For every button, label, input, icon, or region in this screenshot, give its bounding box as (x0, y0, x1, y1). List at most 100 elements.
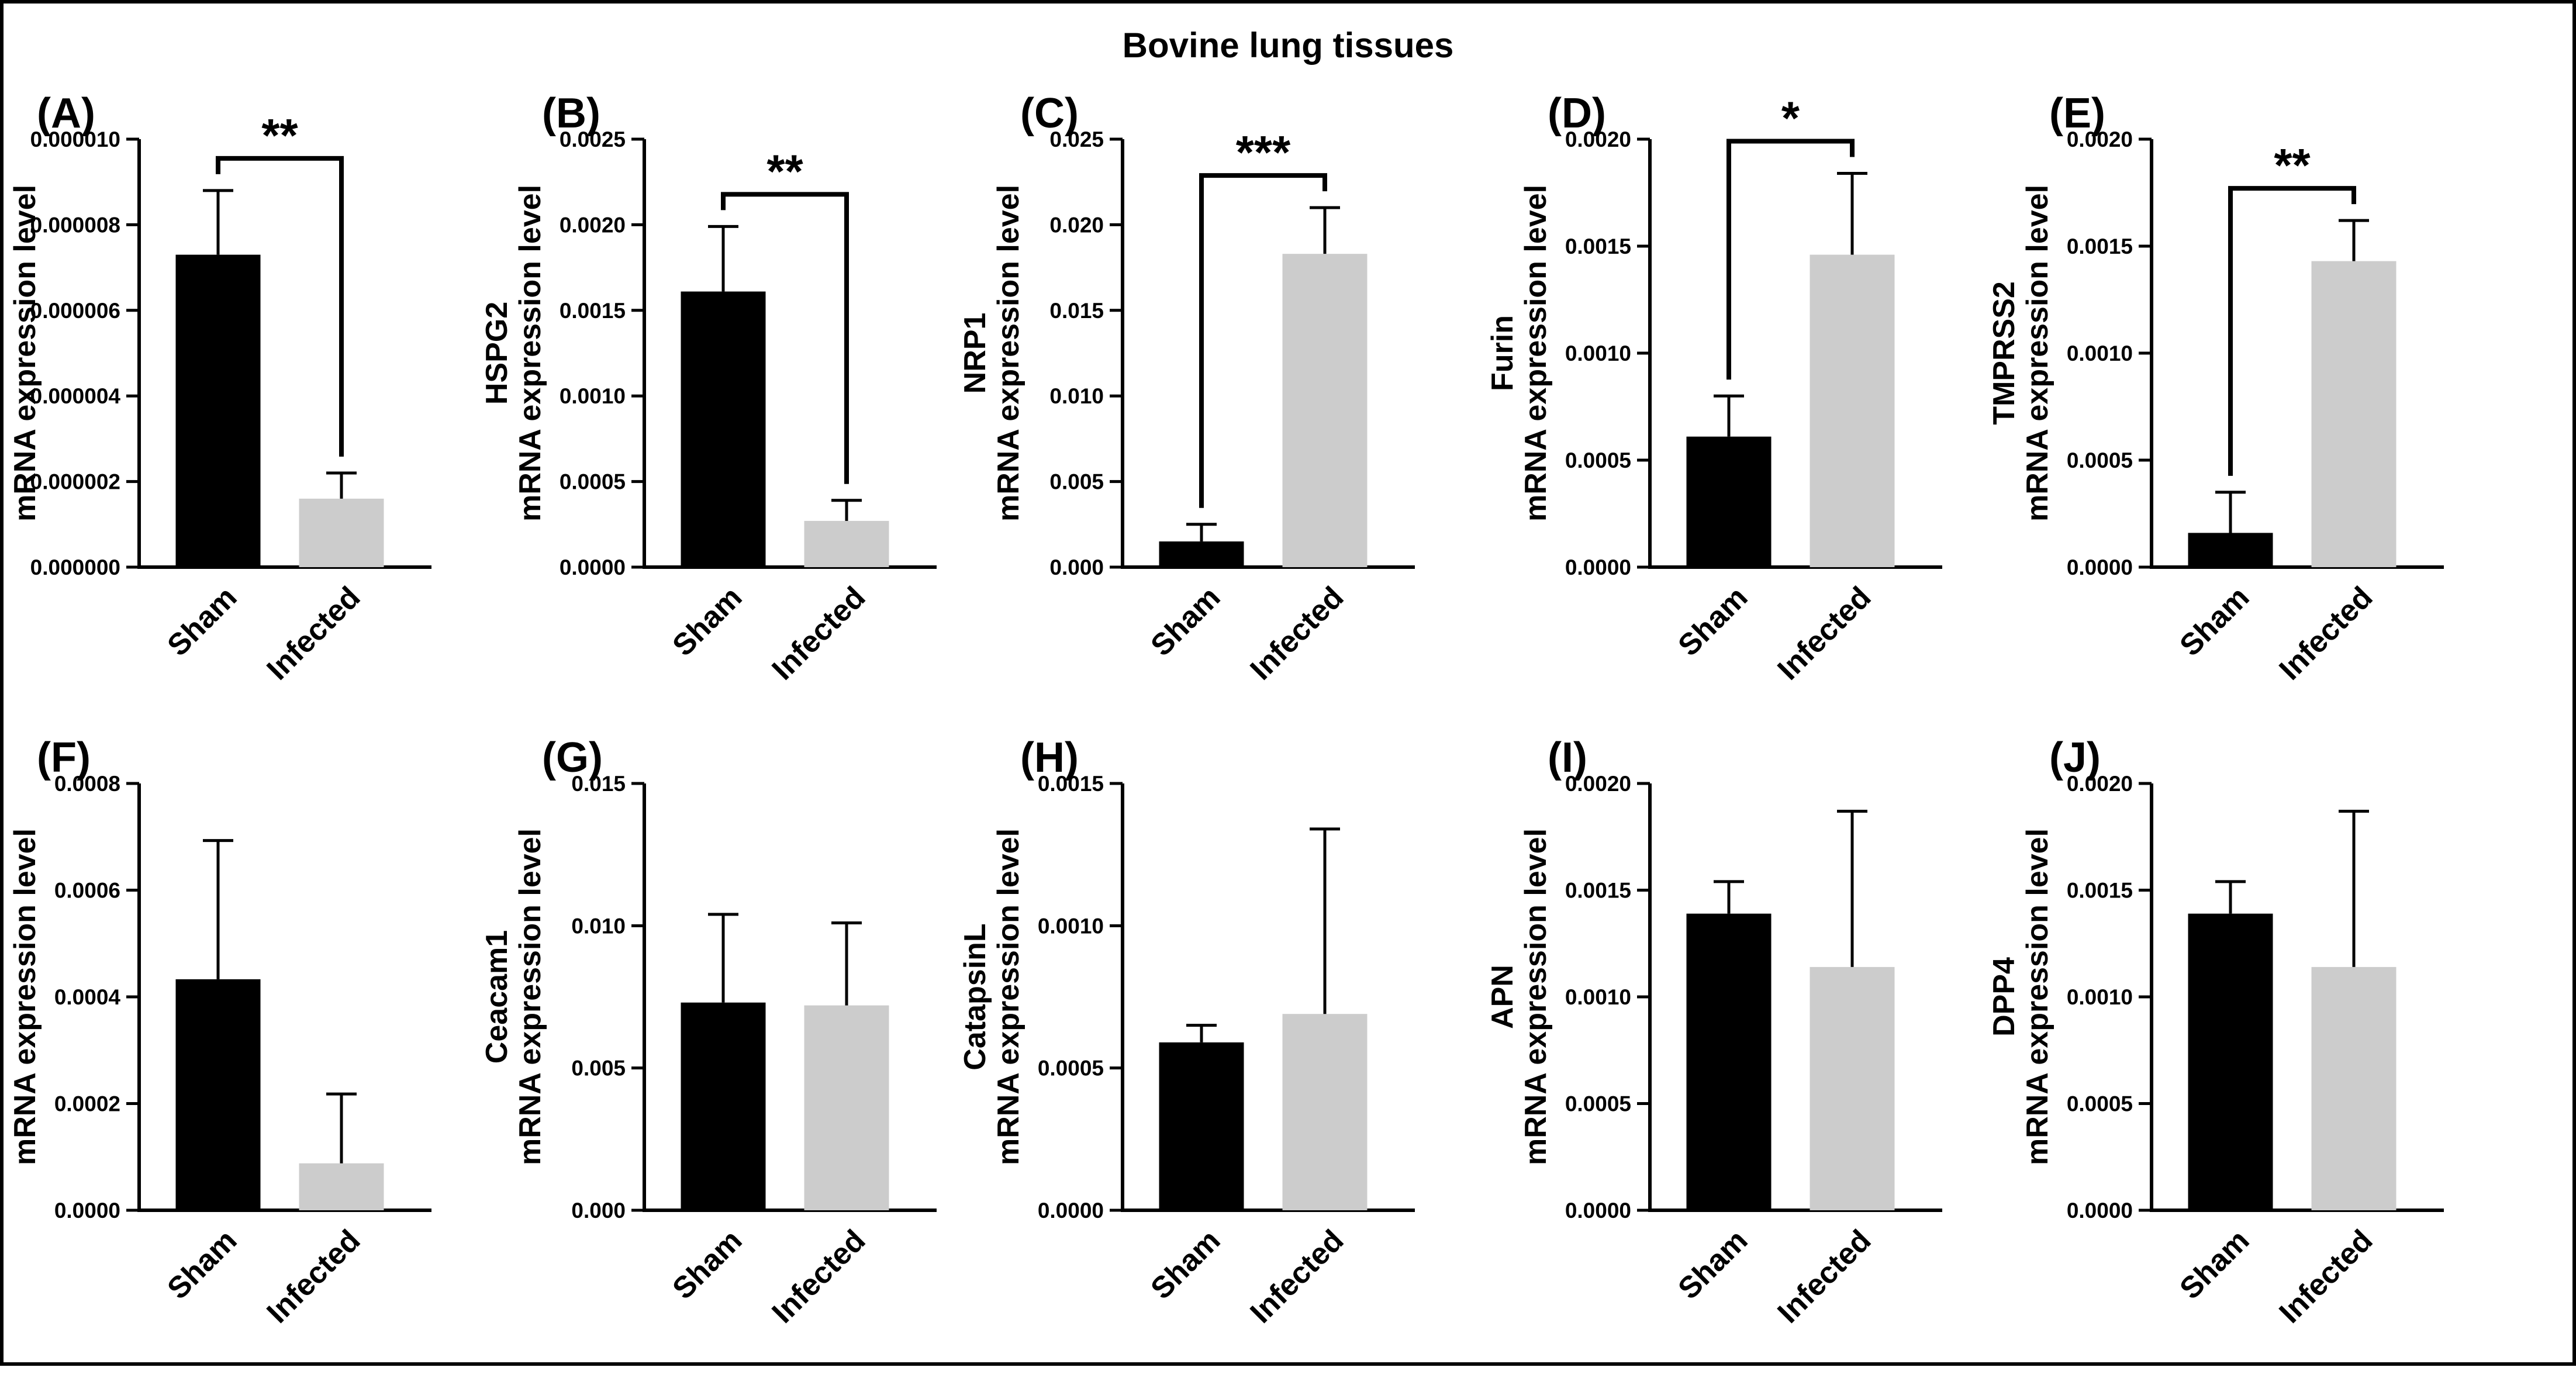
y-tick-label: 0.0000 (54, 1199, 120, 1223)
y-axis-label: mRNA expression level (2021, 828, 2054, 1165)
significance-bracket (721, 192, 849, 484)
y-tick-label: 0.0015 (560, 299, 626, 323)
y-axis-gene-label: DPP4 (1987, 957, 2021, 1037)
bar-infected (1282, 1014, 1368, 1210)
y-axis-gene-label: AXL (0, 966, 9, 1027)
chart-panel-apn: (I) 0.0000 0.0005 0.0010 0.0015 0.0020 APN mRNA… (1486, 734, 1942, 1330)
y-tick-label: 0.0010 (1565, 985, 1631, 1009)
y-tick-label: 0.015 (571, 772, 626, 796)
y-tick-label: 0.0000 (2067, 555, 2133, 579)
bar-infected (804, 520, 889, 567)
bar-sham (2188, 913, 2273, 1210)
bar-sham (1159, 541, 1244, 567)
y-tick-label: 0.0000 (2067, 1199, 2133, 1223)
panel-label: (G) (542, 734, 603, 781)
figure-title: Bovine lung tissues (1123, 26, 1454, 65)
bar-infected (2311, 261, 2397, 567)
significance-marker: ** (2274, 139, 2311, 191)
y-tick-label: 0.0000 (1565, 555, 1631, 579)
y-tick-label: 0.005 (1049, 470, 1104, 494)
bar-sham (175, 254, 261, 567)
panels-group: (A) 0.000000 0.000002 0.000004 0.000006 0.000… (0, 90, 2444, 1330)
significance-marker: ** (766, 145, 803, 197)
y-tick-label: 0.000006 (30, 299, 120, 323)
bar-infected (804, 1005, 889, 1210)
y-tick-label: 0.0000 (1565, 1199, 1631, 1223)
y-tick-label: 0.0002 (54, 1092, 120, 1116)
y-axis-label: mRNA expression level (992, 185, 1025, 522)
significance-bracket (216, 156, 344, 457)
panel-label: (C) (1020, 90, 1079, 137)
y-tick-label: 0.000008 (30, 213, 120, 237)
y-tick-label: 0.000002 (30, 470, 120, 494)
y-tick-label: 0.0010 (1038, 914, 1104, 938)
y-axis-gene-label: APN (1486, 965, 1520, 1029)
y-tick-label: 0.010 (1049, 384, 1104, 408)
y-tick-label: 0.0010 (1565, 341, 1631, 365)
bar-infected (1810, 254, 1895, 567)
y-tick-label: 0.000000 (30, 555, 120, 579)
bar-infected (299, 1163, 384, 1210)
y-tick-label: 0.000 (571, 1199, 626, 1223)
significance-marker: *** (1236, 126, 1291, 178)
bar-sham (1686, 913, 1772, 1210)
y-tick-label: 0.020 (1049, 213, 1104, 237)
y-axis-gene-label: Ceacam1 (480, 930, 514, 1064)
y-tick-label: 0.0000 (1038, 1199, 1104, 1223)
bar-sham (2188, 533, 2273, 567)
y-tick-label: 0.0005 (1565, 448, 1631, 472)
y-tick-label: 0.0006 (54, 879, 120, 903)
y-tick-label: 0.025 (1049, 127, 1104, 151)
bar-sham (175, 979, 261, 1210)
bar-infected (1810, 966, 1895, 1210)
panel-label: (I) (1548, 734, 1587, 781)
y-tick-label: 0.0020 (560, 213, 626, 237)
y-axis-label: mRNA expression level (1519, 185, 1553, 522)
y-axis-label: mRNA expression level (2021, 185, 2054, 522)
y-tick-label: 0.0020 (2067, 127, 2133, 151)
panel-label: (F) (37, 734, 91, 781)
y-axis-label: mRNA expression level (8, 185, 42, 522)
y-tick-label: 0.0010 (2067, 341, 2133, 365)
y-tick-label: 0.0015 (1565, 234, 1631, 258)
y-tick-label: 0.000004 (30, 384, 121, 408)
y-axis-label: mRNA expression level (513, 185, 547, 522)
bar-sham (1159, 1042, 1244, 1210)
significance-marker: ** (261, 109, 298, 161)
y-tick-label: 0.0005 (2067, 448, 2133, 472)
y-tick-label: 0.0005 (2067, 1092, 2133, 1116)
y-axis-label: mRNA expression level (1519, 828, 1553, 1165)
y-tick-label: 0.0010 (560, 384, 626, 408)
y-tick-label: 0.0005 (1038, 1056, 1104, 1080)
y-tick-label: 0.0020 (1565, 127, 1631, 151)
y-tick-label: 0.0005 (560, 470, 626, 494)
y-tick-label: 0.0015 (2067, 879, 2133, 903)
y-tick-label: 0.0020 (1565, 772, 1631, 796)
significance-bracket (2228, 186, 2356, 476)
y-axis-gene-label: Furin (1486, 315, 1520, 391)
y-tick-label: 0.0008 (54, 772, 120, 796)
panel-label: (D) (1548, 90, 1606, 137)
y-axis-gene-label: ACE2 (0, 313, 9, 394)
y-tick-label: 0.0015 (2067, 234, 2133, 258)
y-tick-label: 0.0000 (560, 555, 626, 579)
y-tick-label: 0.0025 (560, 127, 626, 151)
panel-label: (E) (2049, 90, 2105, 137)
panel-label: (J) (2049, 734, 2101, 781)
bar-sham (1686, 436, 1772, 567)
panel-label: (A) (37, 90, 95, 137)
y-tick-label: 0.0004 (54, 985, 121, 1009)
y-axis-label: mRNA expression level (992, 828, 1025, 1165)
y-axis-gene-label: HSPG2 (480, 302, 514, 405)
bar-sham (681, 291, 766, 567)
y-tick-label: 0.0015 (1038, 772, 1104, 796)
bar-sham (681, 1002, 766, 1210)
bar-infected (2311, 966, 2397, 1210)
y-axis-label: mRNA expression level (513, 828, 547, 1165)
y-tick-label: 0.0005 (1565, 1092, 1631, 1116)
y-tick-label: 0.000010 (30, 127, 120, 151)
y-tick-label: 0.0010 (2067, 985, 2133, 1009)
y-axis-gene-label: TMPRSS2 (1987, 281, 2021, 425)
bar-infected (1282, 254, 1368, 567)
